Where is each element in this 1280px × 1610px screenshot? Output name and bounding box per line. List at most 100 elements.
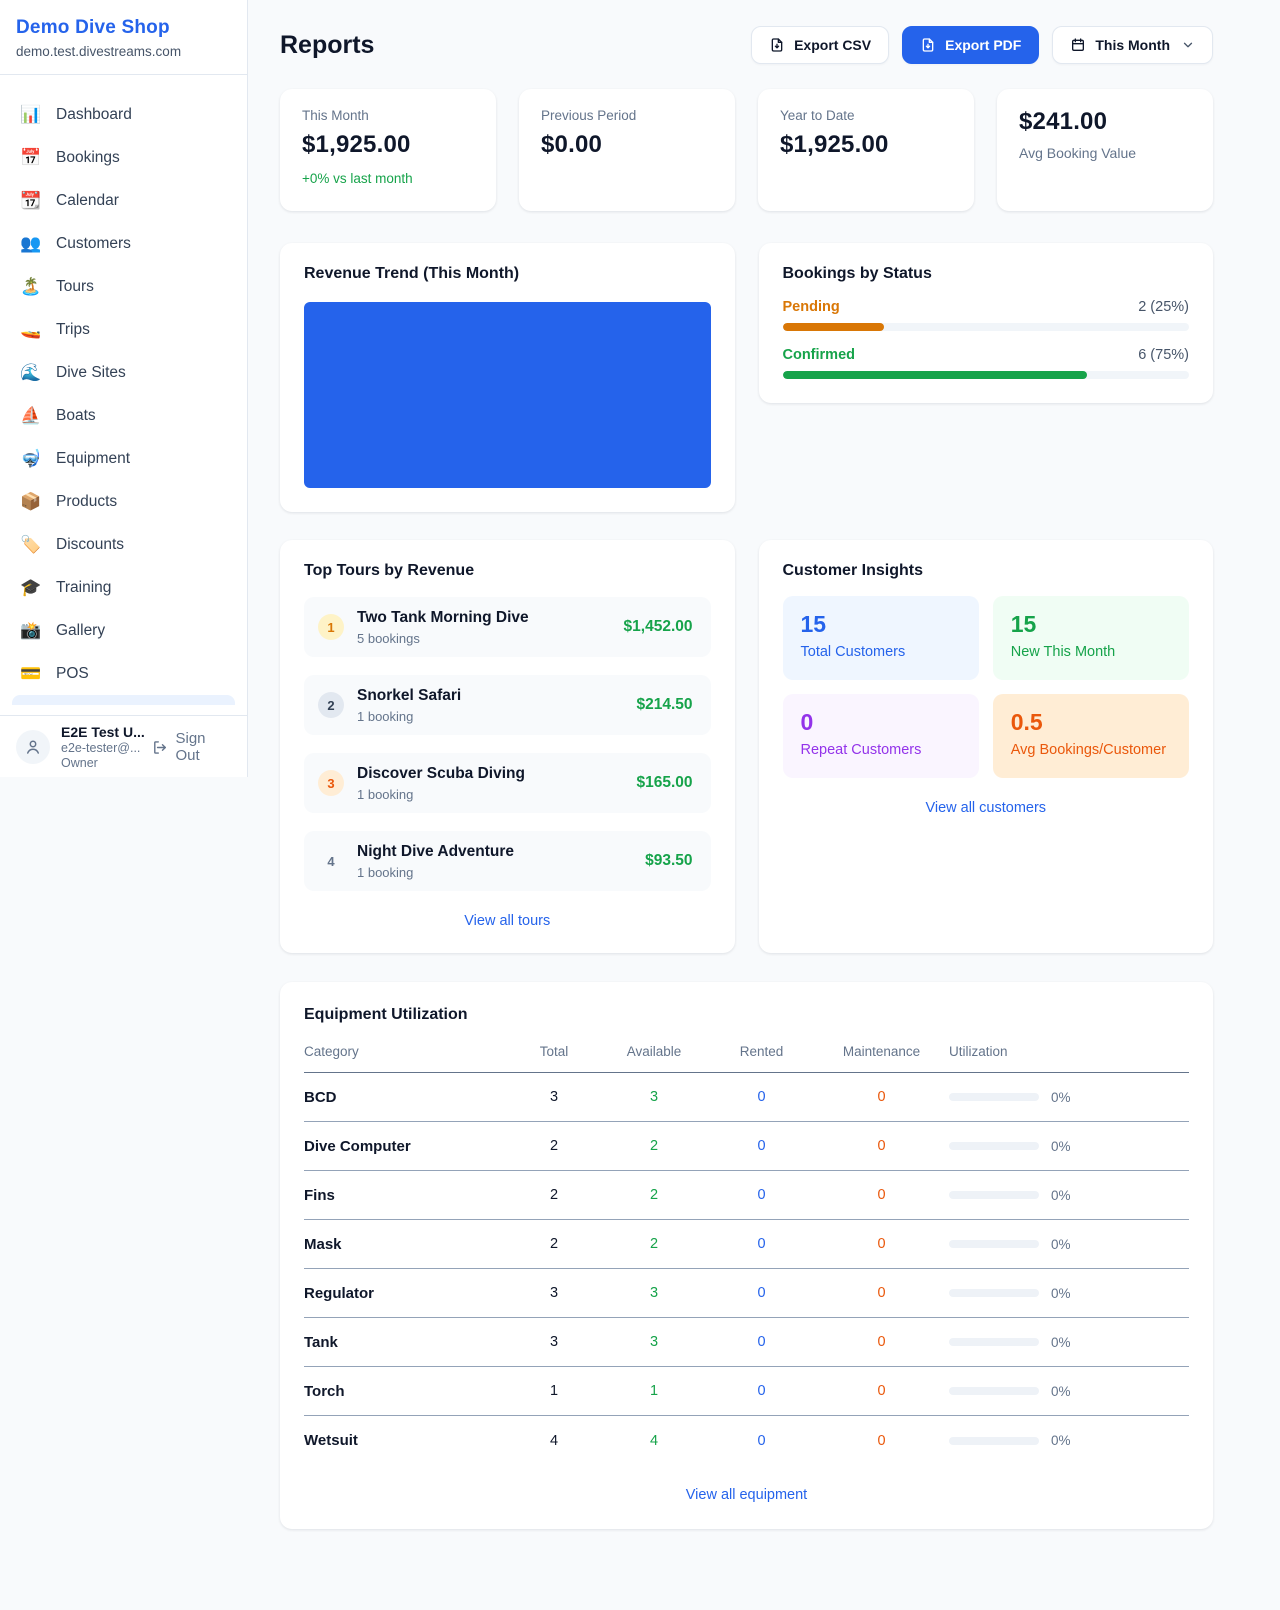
equipment-utilization-panel: Equipment Utilization Category Total Avail… — [280, 982, 1213, 1529]
cell-rented: 0 — [757, 1236, 766, 1252]
tour-name: Discover Scuba Diving — [357, 764, 525, 782]
rank-badge: 1 — [318, 614, 344, 640]
period-label: This Month — [1095, 37, 1170, 53]
sidebar-item-trips[interactable]: 🚤 Trips — [8, 308, 239, 351]
tear-off-calendar-icon: 📆 — [20, 190, 42, 210]
sidebar-item-bookings[interactable]: 📅 Bookings — [8, 136, 239, 179]
stat-card-year-to-date: Year to Date $1,925.00 — [758, 89, 974, 211]
tour-revenue: $93.50 — [645, 852, 693, 869]
camera-icon: 📸 — [20, 620, 42, 640]
tour-meta: Two Tank Morning Dive 5 bookings — [357, 609, 529, 646]
sailboat-icon: ⛵ — [20, 405, 42, 425]
status-value: 2 (25%) — [1138, 299, 1189, 315]
utilization-bar — [949, 1289, 1039, 1297]
view-all-tours-link[interactable]: View all tours — [464, 913, 551, 929]
sidebar-item-dive-sites[interactable]: 🌊 Dive Sites — [8, 351, 239, 394]
sidebar: Demo Dive Shop demo.test.divestreams.com… — [0, 0, 248, 777]
top-tours-panel: Top Tours by Revenue 1 Two Tank Morning D… — [280, 540, 735, 953]
sidebar-item-gallery[interactable]: 📸 Gallery — [8, 609, 239, 652]
sidebar-item-dashboard[interactable]: 📊 Dashboard — [8, 93, 239, 136]
cell-rented: 0 — [757, 1285, 766, 1301]
cell-utilization: 0% — [949, 1384, 1189, 1399]
stat-card-this-month: This Month $1,925.00 +0% vs last month — [280, 89, 496, 211]
sidebar-item-pos[interactable]: 💳 POS — [8, 652, 239, 695]
tour-revenue: $214.50 — [636, 696, 693, 713]
cell-available: 3 — [649, 1334, 659, 1350]
utilization-percent: 0% — [1051, 1236, 1071, 1252]
sidebar-item-label: Bookings — [56, 148, 120, 166]
cell-rented: 0 — [757, 1089, 766, 1105]
cell-category: BCD — [304, 1088, 337, 1106]
cell-utilization: 0% — [949, 1286, 1189, 1301]
status-label: Confirmed — [782, 347, 856, 363]
utilization-bar — [949, 1436, 1039, 1445]
cell-category: Wetsuit — [304, 1432, 358, 1449]
cell-total: 3 — [549, 1285, 559, 1301]
cell-total: 2 — [549, 1236, 559, 1252]
cell-available: 3 — [649, 1285, 659, 1301]
cell-available: 2 — [649, 1187, 659, 1203]
insight-box: 0.5 Avg Bookings/Customer — [992, 694, 1189, 778]
calendar-icon — [1072, 38, 1085, 51]
sign-out-label: Sign Out — [175, 730, 206, 764]
stat-card-avg-booking-value: $241.00 Avg Booking Value — [997, 89, 1213, 211]
rank-badge: 3 — [318, 770, 344, 796]
sidebar-item-customers[interactable]: 👥 Customers — [8, 222, 239, 265]
tour-revenue: $1,452.00 — [623, 618, 693, 635]
sidebar-item-label: Customers — [56, 234, 131, 252]
sign-out-icon — [153, 740, 166, 754]
sidebar-item-partial[interactable] — [12, 695, 235, 705]
cell-total: 3 — [549, 1334, 559, 1350]
cell-rented: 0 — [757, 1187, 766, 1203]
column-header-available: Available — [626, 1044, 682, 1059]
sidebar-item-label: Tours — [56, 277, 94, 295]
utilization-bar — [949, 1240, 1039, 1248]
cell-utilization: 0% — [949, 1188, 1189, 1203]
utilization-bar — [949, 1142, 1039, 1150]
tag-icon: 🏷️ — [20, 534, 42, 554]
cell-maintenance: 0 — [877, 1236, 886, 1252]
revenue-trend-panel: Revenue Trend (This Month) — [280, 243, 735, 512]
tour-meta: Night Dive Adventure 1 booking — [357, 843, 514, 880]
export-pdf-label: Export PDF — [945, 37, 1022, 53]
status-bar-fill — [782, 371, 1088, 379]
status-row-top: Confirmed 6 (75%) — [783, 347, 1190, 363]
sidebar-item-training[interactable]: 🎓 Training — [8, 566, 239, 609]
view-all-customers-link[interactable]: View all customers — [925, 800, 1047, 816]
export-csv-button[interactable]: Export CSV — [751, 26, 890, 64]
cell-category: Regulator — [304, 1284, 375, 1302]
stat-value: $1,925.00 — [302, 131, 411, 158]
utilization-percent: 0% — [1051, 1138, 1071, 1154]
main-content: Reports Export CSV Export PDF This Month — [248, 0, 1280, 1562]
cell-available: 3 — [649, 1089, 659, 1105]
period-dropdown[interactable]: This Month — [1052, 26, 1213, 64]
sidebar-item-calendar[interactable]: 📆 Calendar — [8, 179, 239, 222]
sidebar-item-label: Calendar — [56, 191, 119, 209]
cell-rented: 0 — [757, 1383, 766, 1399]
sidebar-item-tours[interactable]: 🏝️ Tours — [8, 265, 239, 308]
sidebar-item-label: Dashboard — [56, 105, 132, 123]
sidebar-item-boats[interactable]: ⛵ Boats — [8, 394, 239, 437]
cell-total: 2 — [549, 1138, 559, 1154]
tour-meta: Discover Scuba Diving 1 booking — [357, 765, 525, 802]
insight-value: 15 — [1010, 611, 1037, 637]
cell-utilization: 0% — [949, 1090, 1189, 1105]
tour-bookings-count: 5 bookings — [357, 630, 420, 646]
sidebar-item-label: Boats — [56, 406, 96, 424]
sidebar-item-equipment[interactable]: 🤿 Equipment — [8, 437, 239, 480]
shop-header: Demo Dive Shop demo.test.divestreams.com — [0, 0, 247, 75]
utilization-percent: 0% — [1051, 1187, 1071, 1203]
cell-maintenance: 0 — [877, 1138, 886, 1154]
insight-value: 0.5 — [1010, 709, 1043, 735]
view-all-equipment-link[interactable]: View all equipment — [685, 1487, 808, 1503]
sidebar-item-products[interactable]: 📦 Products — [8, 480, 239, 523]
cell-category: Mask — [304, 1235, 342, 1253]
page-header: Reports Export CSV Export PDF This Month — [280, 26, 1213, 64]
cell-category: Fins — [304, 1186, 335, 1204]
stat-label: Avg Booking Value — [1019, 145, 1137, 161]
cell-category: Torch — [304, 1382, 345, 1400]
export-pdf-button[interactable]: Export PDF — [902, 26, 1040, 64]
sidebar-item-discounts[interactable]: 🏷️ Discounts — [8, 523, 239, 566]
sign-out-button[interactable]: Sign Out — [152, 730, 233, 764]
tour-bookings-count: 1 booking — [357, 786, 414, 802]
